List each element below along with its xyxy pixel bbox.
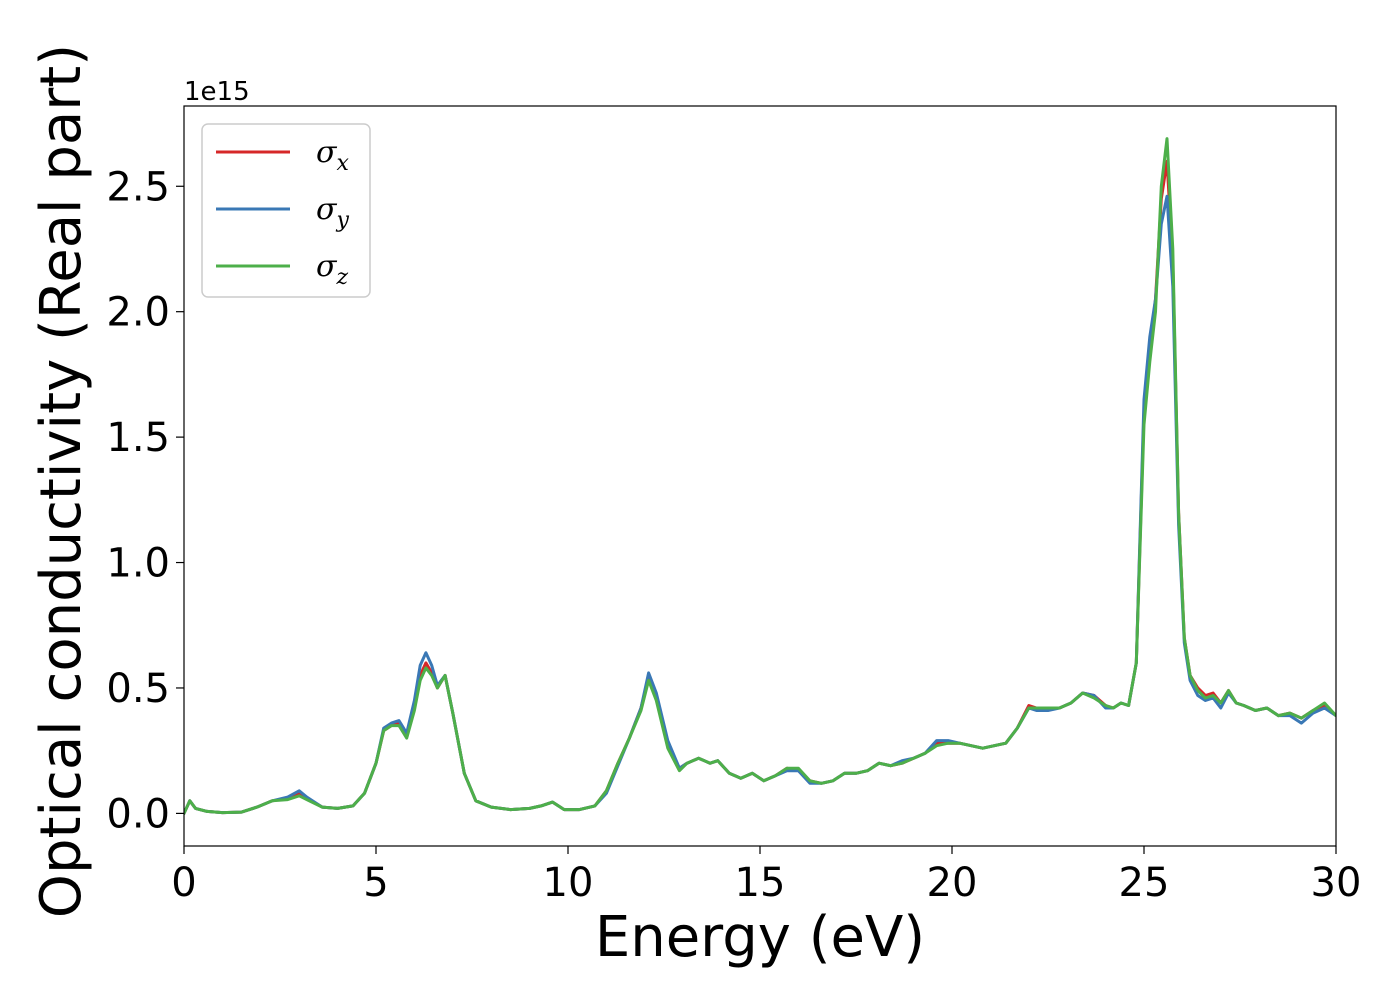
legend-label-2: σy [316, 192, 349, 233]
legend-label-3: σz [316, 249, 348, 290]
x-tick-label: 15 [735, 860, 786, 906]
y-tick-label: 2.5 [106, 164, 170, 210]
x-tick-label: 30 [1311, 860, 1362, 906]
y-axis-title: Optical conductivity (Real part) [29, 44, 94, 918]
x-tick-label: 0 [171, 860, 196, 906]
y-tick-label: 0.5 [106, 666, 170, 712]
x-tick-label: 5 [363, 860, 388, 906]
y-tick-label: 1.5 [106, 415, 170, 461]
x-axis-title: Energy (eV) [595, 905, 925, 970]
x-axis: 0 5 10 15 20 25 30 [171, 846, 1361, 906]
legend-label-1: σx [316, 135, 349, 176]
y-tick-label: 2.0 [106, 290, 170, 336]
y-tick-label: 1.0 [106, 541, 170, 587]
y-axis: 0.0 0.5 1.0 1.5 2.0 2.5 [106, 164, 184, 837]
series-layer [184, 137, 1336, 815]
series-line-3 [184, 137, 1336, 815]
x-tick-label: 10 [543, 860, 594, 906]
legend: σx σy σz [201, 123, 371, 298]
y-offset-label: 1e15 [184, 77, 250, 107]
y-tick-label: 0.0 [106, 791, 170, 837]
x-tick-label: 25 [1119, 860, 1170, 906]
series-line-2 [184, 194, 1336, 815]
x-tick-label: 20 [927, 860, 978, 906]
